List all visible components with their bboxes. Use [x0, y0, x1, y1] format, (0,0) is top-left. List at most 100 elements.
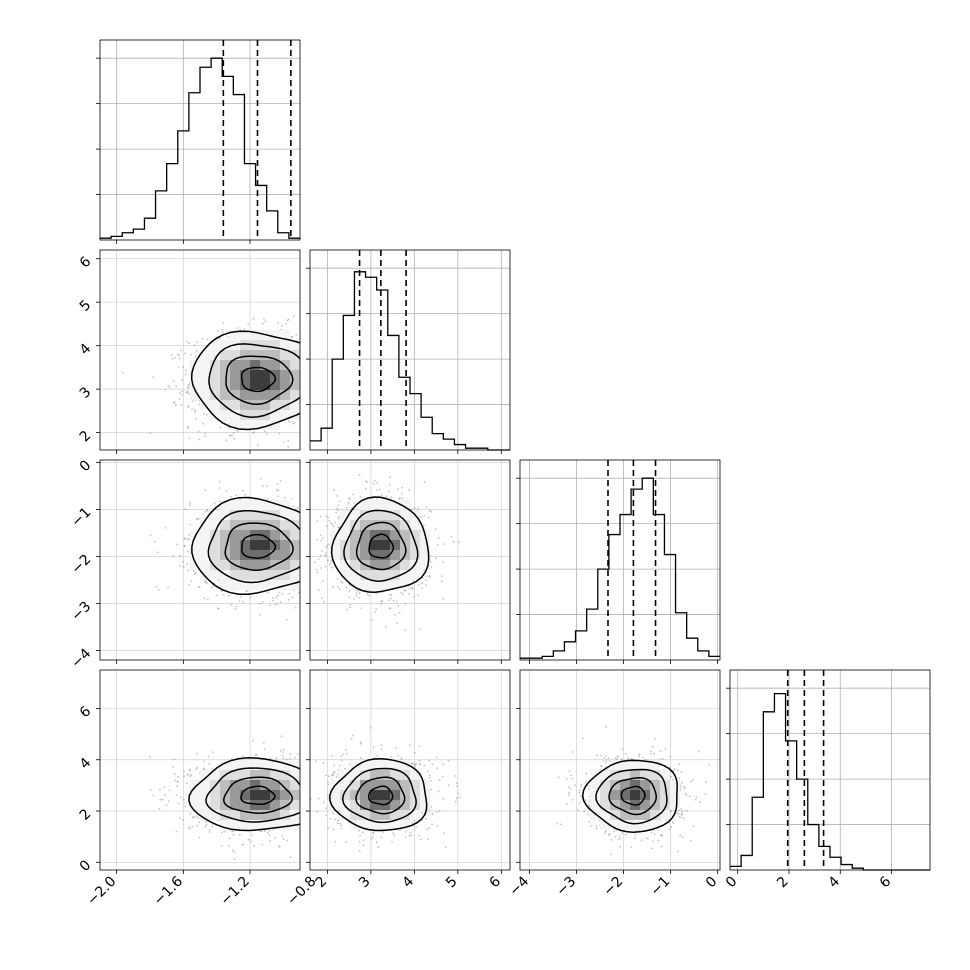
sample-point — [590, 824, 593, 827]
sample-point — [233, 851, 236, 853]
sample-point — [365, 487, 367, 490]
y-tick-label: 4 — [77, 755, 95, 773]
sample-point — [306, 383, 308, 385]
sample-point — [190, 774, 193, 777]
sample-point — [217, 330, 219, 332]
sample-point — [296, 753, 299, 755]
density-cell — [250, 330, 260, 340]
density-cell — [400, 790, 410, 800]
sample-point — [321, 493, 323, 495]
contour-level-1 — [240, 366, 277, 393]
density-cell — [290, 570, 300, 580]
sample-point — [685, 794, 688, 796]
sample-point — [431, 812, 434, 815]
sample-point — [577, 809, 579, 811]
sample-point — [231, 849, 234, 851]
sample-point — [361, 831, 364, 834]
sample-point — [314, 771, 316, 773]
density-cell — [250, 420, 260, 430]
sample-point — [617, 755, 620, 758]
sample-point — [269, 839, 272, 842]
density-cell — [360, 500, 370, 510]
sample-point — [441, 775, 444, 778]
axes-frame — [309, 669, 511, 871]
sample-point — [400, 757, 403, 759]
density-cell — [220, 350, 230, 360]
sample-point — [665, 819, 668, 822]
density-cell — [230, 510, 240, 520]
sample-point — [268, 830, 271, 832]
sample-point — [307, 573, 309, 575]
axes-frame — [519, 459, 721, 661]
sample-point — [189, 502, 192, 504]
sample-point — [633, 837, 636, 840]
density-cell — [240, 810, 250, 820]
sample-point — [677, 850, 679, 853]
sample-point — [614, 757, 617, 760]
sample-point — [317, 589, 320, 591]
sample-point — [281, 835, 284, 837]
sample-point — [236, 429, 239, 432]
density-cell — [270, 770, 280, 780]
sample-point — [203, 597, 206, 600]
sample-point — [315, 380, 317, 382]
density-cell — [600, 820, 610, 830]
sample-point — [183, 770, 185, 772]
sample-point — [204, 432, 206, 435]
density-cell — [230, 810, 240, 820]
sample-point — [246, 590, 248, 592]
sample-point — [400, 591, 402, 594]
sample-point — [266, 485, 269, 488]
density-cell — [220, 540, 230, 550]
sample-point — [184, 805, 187, 808]
x-tick-label: −1 — [648, 874, 674, 900]
sample-point — [326, 544, 328, 547]
density-cell — [290, 510, 300, 520]
sample-point — [431, 823, 433, 826]
sample-point — [172, 766, 175, 768]
sample-point — [421, 582, 423, 585]
sample-point — [164, 527, 167, 529]
sample-point — [193, 344, 196, 347]
density-cell — [190, 560, 200, 570]
sample-point — [311, 397, 313, 399]
contour-level-4 — [329, 757, 428, 832]
sample-point — [321, 537, 324, 539]
density-cell — [370, 500, 380, 510]
density-cell — [350, 510, 360, 520]
sample-point — [321, 559, 323, 561]
sample-point — [305, 766, 307, 768]
sample-point — [310, 795, 312, 797]
sample-point — [324, 565, 327, 568]
sample-point — [218, 500, 221, 502]
sample-point — [388, 483, 391, 486]
density-cell — [290, 540, 300, 550]
density-cell — [360, 800, 370, 810]
density-cell — [390, 580, 400, 590]
density-cell — [230, 790, 240, 800]
sample-point — [301, 775, 303, 777]
sample-point — [290, 335, 293, 338]
density-cell — [290, 530, 300, 540]
density-cell — [240, 760, 250, 770]
density-cell — [630, 780, 640, 790]
density-cell — [270, 800, 280, 810]
sample-point — [194, 356, 197, 358]
density-cell — [620, 760, 630, 770]
sample-point — [302, 494, 304, 496]
sample-point — [423, 524, 425, 527]
sample-point — [650, 750, 652, 753]
sample-point — [317, 797, 320, 800]
density-cell — [660, 810, 670, 820]
sample-point — [243, 328, 246, 330]
sample-point — [175, 830, 178, 833]
sample-point — [428, 574, 431, 577]
sample-point — [338, 516, 341, 518]
sample-point — [197, 817, 200, 819]
sample-point — [568, 791, 570, 794]
sample-point — [634, 833, 637, 836]
density-cell — [260, 400, 270, 410]
sample-point — [348, 762, 350, 764]
density-cell — [340, 570, 350, 580]
sample-point — [245, 590, 248, 592]
